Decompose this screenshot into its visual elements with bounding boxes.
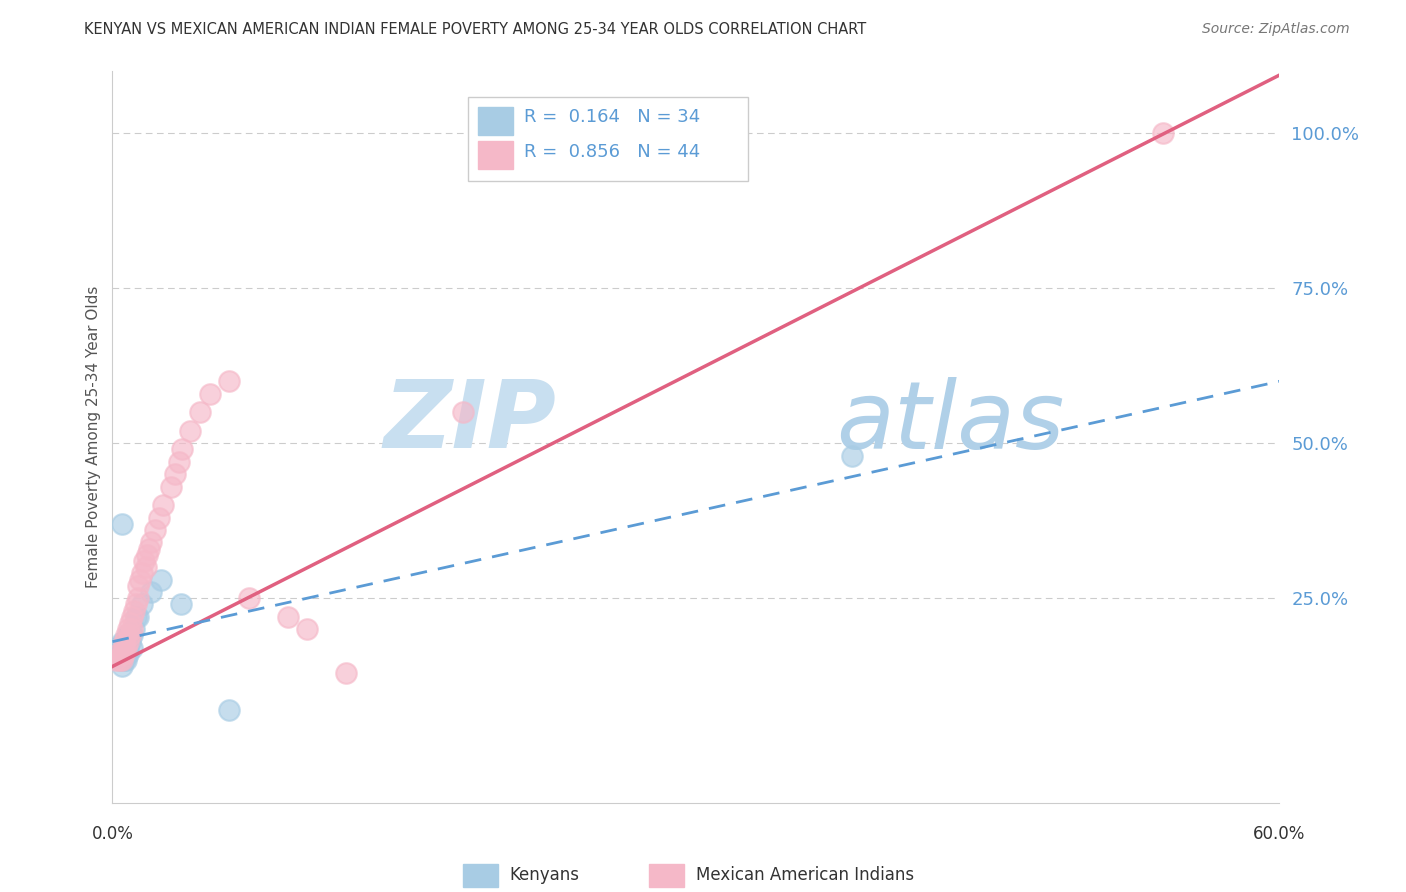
Point [111, 516, 134, 531]
Point [118, 628, 141, 642]
Point [131, 566, 153, 581]
Point [295, 622, 318, 636]
Point [117, 634, 139, 648]
Point [121, 610, 143, 624]
Point [276, 610, 298, 624]
Point [138, 541, 160, 556]
Point [111, 640, 134, 655]
Point [115, 640, 138, 655]
Point [111, 653, 134, 667]
Text: Source: ZipAtlas.com: Source: ZipAtlas.com [1202, 22, 1350, 37]
FancyBboxPatch shape [650, 863, 685, 887]
Point [136, 548, 159, 562]
Point [111, 634, 134, 648]
Point [127, 579, 149, 593]
Point [105, 653, 128, 667]
Point [125, 598, 148, 612]
Point [112, 653, 135, 667]
Point [238, 591, 260, 606]
Point [131, 598, 153, 612]
Point [107, 640, 129, 655]
Point [112, 640, 135, 655]
Point [218, 703, 240, 717]
Point [107, 647, 129, 661]
Point [1152, 126, 1174, 140]
Point [160, 480, 183, 494]
Point [112, 647, 135, 661]
Point [115, 640, 138, 655]
Point [117, 622, 139, 636]
Text: Mexican American Indians: Mexican American Indians [696, 866, 914, 884]
Point [117, 647, 139, 661]
Point [141, 535, 163, 549]
Point [112, 647, 135, 661]
Point [112, 640, 135, 655]
Point [107, 647, 129, 661]
FancyBboxPatch shape [468, 97, 748, 181]
Point [218, 374, 240, 388]
FancyBboxPatch shape [478, 107, 513, 135]
Point [198, 386, 221, 401]
Point [111, 647, 134, 661]
Point [110, 653, 132, 667]
Y-axis label: Female Poverty Among 25-34 Year Olds: Female Poverty Among 25-34 Year Olds [86, 286, 101, 588]
Point [122, 604, 145, 618]
Point [122, 622, 145, 636]
Point [169, 598, 191, 612]
Point [167, 455, 190, 469]
Point [148, 510, 170, 524]
Point [121, 640, 143, 655]
Point [132, 554, 155, 568]
Point [112, 634, 135, 648]
Point [141, 585, 163, 599]
Point [115, 628, 138, 642]
Text: Kenyans: Kenyans [509, 866, 579, 884]
Point [118, 634, 141, 648]
Point [451, 405, 474, 419]
Point [163, 467, 186, 482]
Point [121, 622, 143, 636]
Point [135, 560, 157, 574]
Point [115, 653, 138, 667]
Point [112, 634, 135, 648]
Point [125, 610, 148, 624]
FancyBboxPatch shape [463, 863, 498, 887]
Text: 0.0%: 0.0% [91, 825, 134, 843]
Point [188, 405, 211, 419]
Point [110, 647, 132, 661]
Point [172, 442, 194, 457]
Point [117, 628, 139, 642]
Point [118, 615, 141, 630]
Point [110, 653, 132, 667]
Point [128, 573, 150, 587]
Point [115, 634, 138, 648]
Point [143, 523, 166, 537]
Point [111, 653, 134, 667]
Text: atlas: atlas [837, 377, 1064, 468]
Text: 60.0%: 60.0% [1253, 825, 1306, 843]
Text: R =  0.856   N = 44: R = 0.856 N = 44 [524, 143, 700, 161]
Point [179, 424, 201, 438]
Point [127, 610, 149, 624]
Point [150, 573, 173, 587]
Text: ZIP: ZIP [382, 376, 555, 468]
Point [111, 647, 134, 661]
Point [841, 449, 863, 463]
Point [121, 628, 143, 642]
Point [335, 665, 357, 680]
Text: R =  0.164   N = 34: R = 0.164 N = 34 [524, 109, 700, 127]
Text: KENYAN VS MEXICAN AMERICAN INDIAN FEMALE POVERTY AMONG 25-34 YEAR OLDS CORRELATI: KENYAN VS MEXICAN AMERICAN INDIAN FEMALE… [84, 22, 866, 37]
Point [111, 659, 134, 673]
Point [117, 640, 139, 655]
FancyBboxPatch shape [478, 141, 513, 169]
Point [127, 591, 149, 606]
Point [110, 640, 132, 655]
Point [105, 640, 128, 655]
Point [152, 498, 174, 512]
